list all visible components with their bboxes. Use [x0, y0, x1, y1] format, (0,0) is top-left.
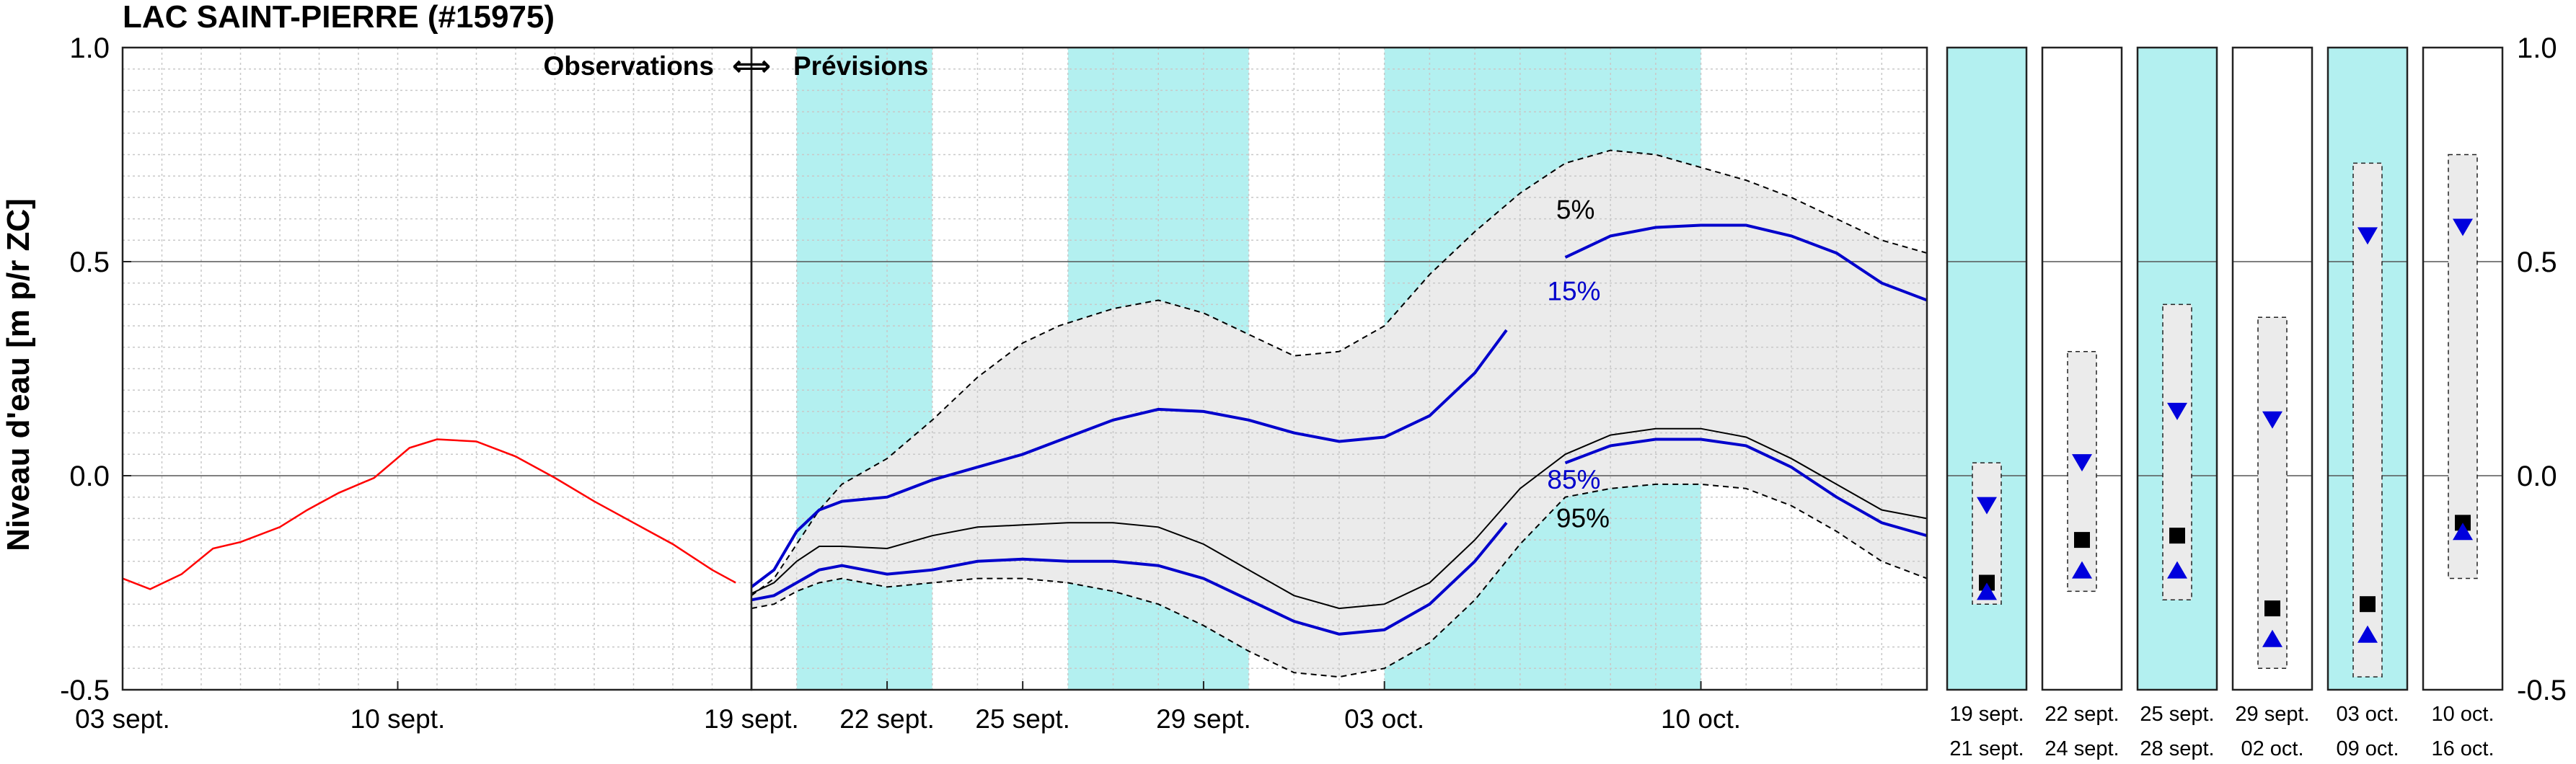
p85-line — [751, 522, 1508, 636]
period-start-label: 22 sept. — [2045, 703, 2119, 726]
period-start-label: 25 sept. — [2140, 703, 2214, 726]
period-panel: 29 sept. 02 oct. — [2231, 46, 2313, 760]
period-end-label: 28 sept. — [2140, 737, 2214, 760]
y-tick-label-right: 0.5 — [2517, 246, 2557, 278]
low-marker-triangle — [2357, 625, 2378, 643]
percentile-label: 15% — [1547, 276, 1600, 306]
range-box — [2448, 154, 2478, 579]
y-axis-label: Niveau d'eau [m p/r ZC] — [1, 198, 36, 551]
percentile-label: 85% — [1547, 465, 1600, 494]
x-tick-label: 22 sept. — [839, 704, 935, 734]
low-marker-triangle — [2167, 561, 2187, 579]
median-marker-square — [2264, 600, 2280, 617]
forecast-panel: 5% 15% 85% 95% 19 sept. 22 sept. 25 sept. 29 se… — [704, 46, 1928, 734]
y-tick-label-right: -0.5 — [2517, 675, 2567, 706]
chart-title: LAC SAINT-PIERRE (#15975) — [123, 0, 555, 35]
period-panel: 03 oct. 09 oct. — [2326, 46, 2409, 760]
y-tick-label-right: 1.0 — [2517, 32, 2557, 64]
observations-label: Observations — [544, 51, 714, 81]
p85-line-end — [1564, 437, 1928, 538]
high-marker-triangle — [2357, 227, 2378, 245]
low-marker-triangle — [1977, 582, 1997, 600]
y-tick-label: -0.5 — [60, 675, 110, 706]
high-marker-triangle — [2262, 411, 2282, 429]
period-start-label: 19 sept. — [1949, 703, 2024, 726]
x-tick-label: 10 oct. — [1661, 704, 1741, 734]
median-marker-square — [2360, 596, 2376, 613]
period-frame — [2231, 46, 2313, 691]
period-end-label: 21 sept. — [1949, 737, 2024, 760]
x-tick-label: 19 sept. — [704, 704, 799, 734]
period-frame — [2422, 46, 2504, 691]
forecast-frame — [750, 46, 1928, 691]
percentile-label: 5% — [1556, 195, 1594, 225]
confidence-band — [751, 150, 1927, 678]
period-end-label: 16 oct. — [2431, 737, 2494, 760]
previsions-label: Prévisions — [793, 51, 928, 81]
y-tick-label: 1.0 — [69, 32, 110, 64]
period-start-label: 29 sept. — [2235, 703, 2309, 726]
period-frame — [2041, 46, 2123, 691]
high-marker-triangle — [1977, 497, 1997, 515]
y-axes: 1.0 1.0 0.5 0.5 0.0 0.0 -0.5 -0.5 — [60, 32, 2567, 706]
observations-panel: 03 sept. 10 sept. — [75, 46, 753, 734]
range-box — [2352, 162, 2383, 678]
low-marker-triangle — [2072, 561, 2092, 579]
low-marker-triangle — [2453, 523, 2473, 541]
period-panels: 19 sept. 21 sept. 22 sept. 24 sept. 25 sept.… — [1946, 46, 2504, 760]
high-marker-triangle — [2453, 218, 2473, 236]
high-marker-triangle — [2167, 402, 2187, 420]
x-tick-label: 10 sept. — [350, 704, 446, 734]
x-tick-label: 29 sept. — [1156, 704, 1251, 734]
period-frame — [1946, 46, 2028, 691]
median-marker-square — [2169, 528, 2185, 544]
observed-series-line — [122, 438, 736, 590]
period-panel: 22 sept. 24 sept. — [2041, 46, 2123, 760]
p15-line — [750, 329, 1508, 588]
y-tick-label-right: 0.0 — [2517, 461, 2557, 492]
p5-line — [751, 149, 1928, 597]
period-start-label: 03 oct. — [2336, 703, 2399, 726]
x-tick-label: 03 oct. — [1344, 704, 1424, 734]
x-tick-label: 25 sept. — [975, 704, 1070, 734]
y-tick-label: 0.5 — [69, 246, 110, 278]
range-box — [2162, 303, 2192, 601]
percentile-label: 95% — [1556, 503, 1610, 533]
high-marker-triangle — [2072, 454, 2092, 472]
lower-envelope-line — [751, 483, 1928, 678]
period-panel: 19 sept. 21 sept. — [1946, 46, 2028, 760]
period-frame — [2326, 46, 2409, 691]
period-frame — [2136, 46, 2218, 691]
p95-line — [751, 427, 1928, 610]
period-start-label: 10 oct. — [2431, 703, 2494, 726]
low-marker-triangle — [2262, 629, 2282, 647]
y-tick-label: 0.0 — [69, 461, 110, 492]
period-panel: 10 oct. 16 oct. — [2422, 46, 2504, 760]
period-end-label: 09 oct. — [2336, 737, 2399, 760]
x-tick-label: 03 sept. — [75, 704, 170, 734]
obs-prev-arrow: ⟺ — [732, 51, 770, 81]
p15-line-end — [1564, 223, 1928, 302]
period-panel: 25 sept. 28 sept. — [2136, 46, 2218, 760]
median-marker-square — [2074, 532, 2090, 548]
period-end-label: 02 oct. — [2241, 737, 2303, 760]
period-end-label: 24 sept. — [2045, 737, 2119, 760]
